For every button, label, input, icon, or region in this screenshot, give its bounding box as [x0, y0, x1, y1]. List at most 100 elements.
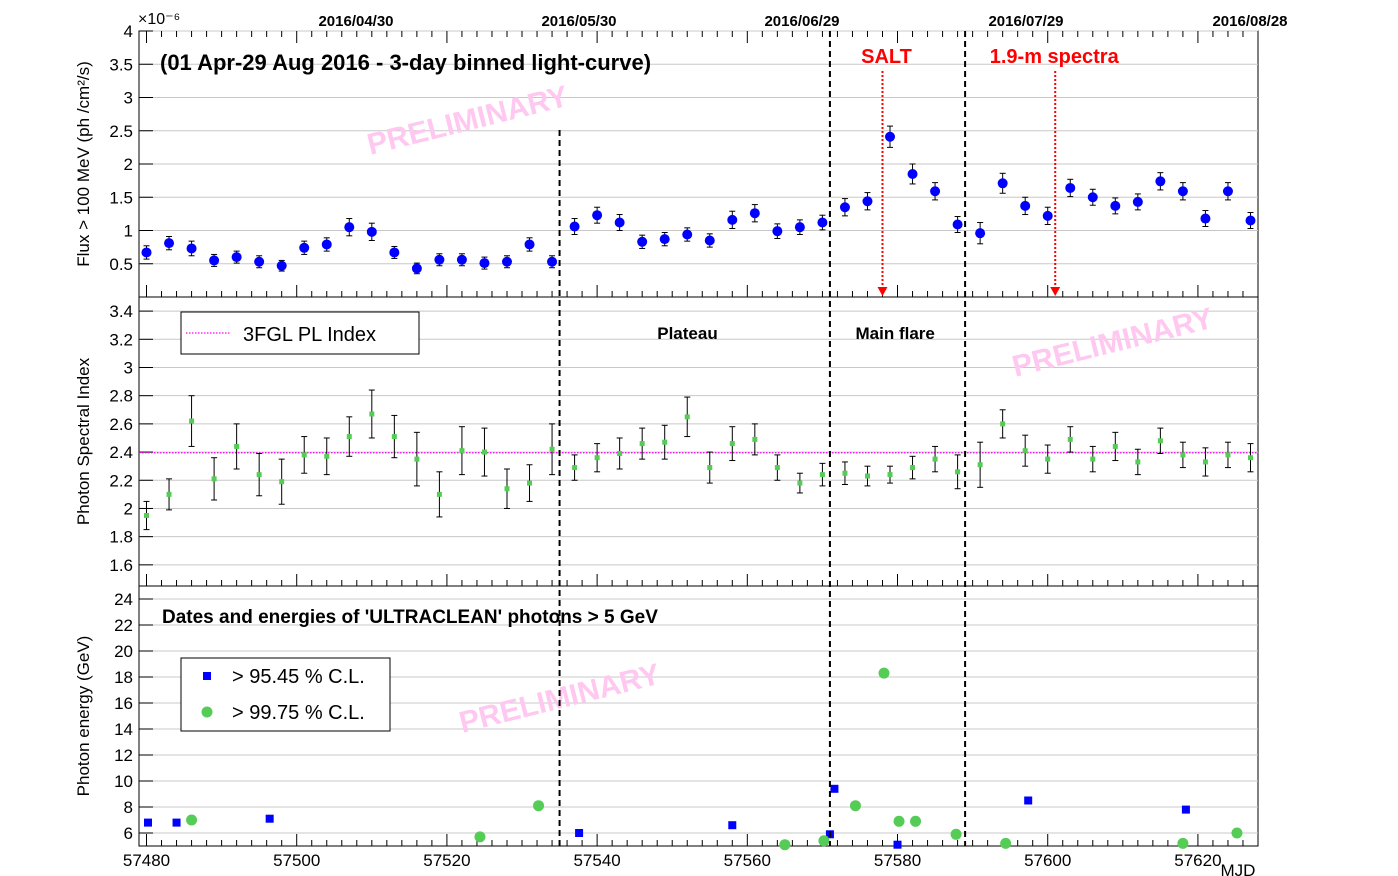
flux-point — [1245, 215, 1256, 226]
x-tick-label: 57520 — [423, 851, 470, 870]
index-point — [211, 476, 217, 482]
index-point — [1000, 421, 1006, 427]
photon-point-9975 — [474, 831, 486, 843]
index-point — [819, 472, 825, 478]
flux-point — [164, 238, 175, 249]
flux-point — [659, 234, 670, 245]
photon-point-9545 — [893, 840, 902, 849]
photon-point-9545 — [265, 814, 274, 823]
y-tick-label: 3.2 — [109, 330, 133, 349]
index-point — [256, 472, 262, 478]
legend-photons: > 95.45 % C.L. > 99.75 % C.L. — [180, 657, 391, 732]
legend-box — [180, 311, 420, 355]
index-point — [234, 443, 240, 449]
annotation-SALT: SALT — [861, 46, 912, 296]
x-tick-label: 57620 — [1174, 851, 1221, 870]
flux-point — [1222, 186, 1233, 197]
legend-marker-square — [203, 672, 211, 680]
index-point — [910, 465, 916, 471]
annotation-arrow-head — [1050, 287, 1061, 296]
photon-point-9975 — [186, 814, 198, 826]
y-multiplier: ×10⁻⁶ — [138, 11, 180, 28]
index-point — [752, 436, 758, 442]
index-point — [414, 456, 420, 462]
region-label: Main flare — [856, 324, 935, 343]
legend-label: > 99.75 % C.L. — [232, 702, 365, 724]
index-point — [1090, 456, 1096, 462]
y-tick-label: 3.5 — [109, 55, 133, 74]
flux-point — [772, 226, 783, 237]
photon-point-9975 — [893, 815, 905, 827]
flux-point — [276, 260, 287, 271]
panel-1: 0.5 1 1.5 2 2.5 3 3.5 4 Flux > 100 MeV (ph /cm²/… — [74, 22, 1259, 298]
index-point — [1157, 438, 1163, 444]
series-panel2 — [143, 389, 1254, 531]
y-tick-label: 20 — [114, 642, 133, 661]
flux-point — [501, 256, 512, 267]
flux-point — [141, 247, 152, 258]
panel-title: (01 Apr-29 Aug 2016 - 3-day binned light… — [160, 50, 651, 75]
index-point — [279, 479, 285, 485]
y-tick-label: 3.4 — [109, 302, 133, 321]
flux-point — [704, 235, 715, 246]
flux-point — [389, 247, 400, 258]
index-point — [977, 462, 983, 468]
index-point — [955, 469, 961, 475]
index-point — [481, 449, 487, 455]
y-tick-label: 3 — [124, 358, 133, 377]
photon-point-9975 — [910, 815, 922, 827]
flux-point — [524, 239, 535, 250]
legend-3fgl: 3FGL PL Index — [180, 311, 420, 355]
photon-point-9545 — [575, 829, 584, 837]
top-date-label: 2016/08/28 — [1212, 13, 1287, 30]
y-tick-label: 2.6 — [109, 415, 133, 434]
flux-point — [930, 186, 941, 197]
flux-point — [299, 242, 310, 253]
y-tick-label: 24 — [114, 590, 133, 609]
index-point — [662, 439, 668, 445]
flux-point — [1110, 200, 1121, 211]
flux-point — [727, 214, 738, 225]
index-point — [707, 465, 713, 471]
flux-point — [749, 208, 760, 219]
x-tick-label: 57500 — [273, 851, 320, 870]
top-date-label: 2016/04/30 — [318, 13, 393, 30]
flux-point — [862, 196, 873, 207]
photon-point-9545 — [1181, 805, 1190, 814]
region-label: Plateau — [657, 324, 717, 343]
flux-point — [682, 229, 693, 240]
index-point — [864, 473, 870, 479]
flux-point — [1177, 186, 1188, 197]
index-point — [189, 418, 195, 424]
y-axis-label: Photon Spectral Index — [74, 357, 93, 525]
y-tick-label: 14 — [114, 720, 133, 739]
flux-point — [209, 255, 220, 266]
y-tick-label: 3 — [124, 89, 133, 108]
photon-point-9975 — [1177, 837, 1189, 849]
legend-box — [180, 657, 391, 732]
index-point — [887, 472, 893, 478]
x-tick-label: 57600 — [1024, 851, 1071, 870]
photon-point-9545 — [830, 784, 839, 793]
index-point — [639, 441, 645, 447]
y-axis-label: Flux > 100 MeV (ph /cm²/s) — [74, 61, 93, 266]
index-point — [729, 441, 735, 447]
flux-point — [1155, 176, 1166, 187]
index-point — [369, 411, 375, 417]
annotation-arrow-head — [877, 287, 888, 296]
y-tick-label: 2 — [124, 155, 133, 174]
index-point — [842, 470, 848, 476]
index-point — [617, 450, 623, 456]
index-point — [436, 491, 442, 497]
flux-point — [547, 256, 558, 267]
y-tick-label: 1 — [124, 222, 133, 241]
flux-point — [1087, 192, 1098, 203]
flux-point — [1020, 200, 1031, 211]
flux-point — [231, 252, 242, 263]
flux-point — [975, 228, 986, 239]
y-tick-label: 1.5 — [109, 188, 133, 207]
y-tick-label: 22 — [114, 616, 133, 635]
flux-point — [569, 221, 580, 232]
